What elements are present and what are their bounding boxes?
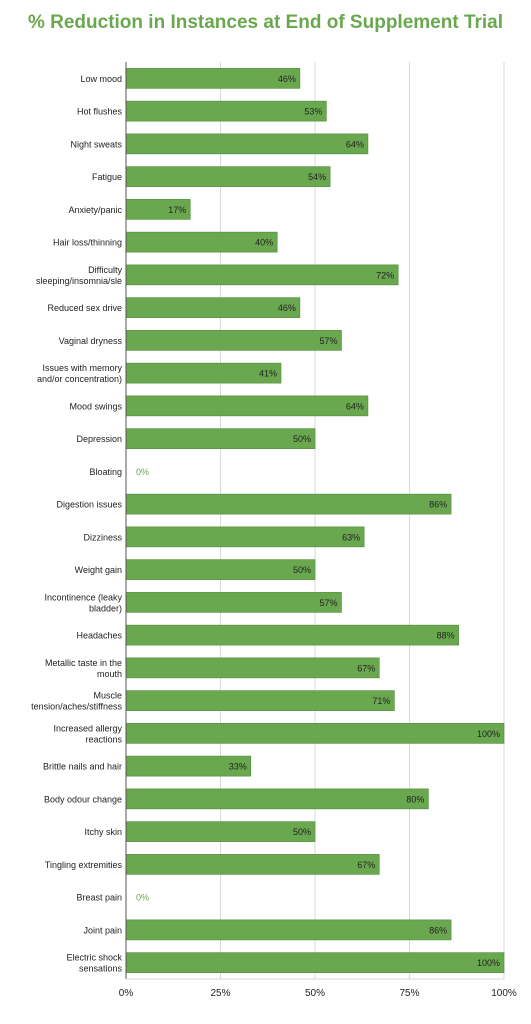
bar [125, 526, 365, 548]
data-label: 57% [319, 336, 337, 346]
category-label: Vaginal dryness [59, 336, 123, 346]
category-label: Headaches [76, 631, 122, 641]
x-tick-label: 25% [210, 988, 230, 999]
x-tick-label: 75% [399, 988, 419, 999]
chart-title: % Reduction in Instances at End of Suppl… [27, 12, 504, 33]
data-label: 88% [437, 631, 455, 641]
bar [125, 428, 316, 449]
bar [125, 690, 395, 711]
x-tick-label: 0% [119, 988, 134, 999]
category-label: reactions [85, 734, 122, 744]
category-label: Low mood [80, 74, 122, 84]
category-label: Hot flushes [77, 107, 123, 117]
category-label: Issues with memory [42, 363, 122, 373]
data-label: 63% [342, 532, 360, 542]
category-label: Difficulty [88, 265, 122, 275]
bar [125, 559, 316, 580]
bar [125, 166, 331, 187]
bar [125, 362, 282, 384]
data-label: 50% [293, 565, 311, 575]
data-label: 72% [376, 270, 394, 280]
bar [125, 330, 342, 351]
category-label: Itchy skin [84, 827, 122, 837]
category-label: Fatigue [92, 172, 122, 182]
category-label: Joint pain [83, 925, 122, 935]
data-label: 57% [319, 598, 337, 608]
data-label: 17% [168, 205, 186, 215]
bar [125, 723, 505, 744]
category-label: mouth [97, 669, 122, 679]
data-label: 64% [346, 401, 364, 411]
bar [125, 133, 369, 155]
category-label: Anxiety/panic [68, 205, 122, 215]
data-label: 80% [406, 794, 424, 804]
category-label: and/or concentration) [37, 374, 122, 384]
data-label: 46% [278, 74, 296, 84]
category-label: Incontinence (leaky [44, 592, 122, 602]
bar [125, 297, 301, 318]
bar [125, 788, 429, 810]
data-label: 53% [304, 107, 322, 117]
x-tick-label: 50% [305, 988, 325, 999]
category-label: Dizziness [83, 532, 122, 542]
category-label: Bloating [89, 467, 122, 477]
x-tick-label: 100% [491, 988, 517, 999]
data-label: 71% [372, 696, 390, 706]
bar [125, 264, 399, 286]
category-label: tension/aches/stiffness [31, 702, 122, 712]
category-label: Weight gain [75, 565, 122, 575]
category-label: Metallic taste in the [45, 658, 122, 668]
category-label: Depression [76, 434, 122, 444]
bar [125, 821, 316, 842]
category-label: Muscle [93, 691, 122, 701]
data-label: 100% [477, 958, 500, 968]
bar [125, 100, 327, 122]
category-label: Tingling extremities [45, 860, 123, 870]
data-label: 86% [429, 925, 447, 935]
bar [125, 657, 380, 679]
bar [125, 68, 301, 89]
data-label: 100% [477, 729, 500, 739]
bar [125, 854, 380, 875]
category-label: Body odour change [44, 794, 122, 804]
category-label: Mood swings [69, 401, 122, 411]
category-label: Electric shock [66, 953, 122, 963]
data-label: 33% [229, 762, 247, 772]
bar [125, 624, 459, 646]
category-label: Reduced sex drive [47, 303, 122, 313]
category-label: Increased allergy [53, 723, 122, 733]
category-label: Night sweats [70, 139, 122, 149]
data-label: 50% [293, 827, 311, 837]
data-label: 67% [357, 860, 375, 870]
bar [125, 395, 369, 417]
data-label: 40% [255, 238, 273, 248]
data-label: 64% [346, 139, 364, 149]
data-label: 0% [136, 893, 149, 903]
data-label: 46% [278, 303, 296, 313]
data-label: 41% [259, 369, 277, 379]
data-label: 67% [357, 663, 375, 673]
category-label: bladder) [89, 603, 122, 613]
category-label: Digestion issues [56, 500, 122, 510]
category-label: sleeping/insomnia/sle [36, 276, 122, 286]
category-label: sensations [79, 964, 123, 974]
data-label: 54% [308, 172, 326, 182]
data-label: 86% [429, 500, 447, 510]
bar [125, 952, 505, 973]
bar [125, 493, 452, 515]
bar [125, 592, 342, 613]
category-label: Brittle nails and hair [43, 762, 122, 772]
data-label: 0% [136, 467, 149, 477]
category-label: Hair loss/thinning [53, 238, 122, 248]
category-label: Breast pain [76, 893, 122, 903]
bar [125, 919, 452, 941]
data-label: 50% [293, 434, 311, 444]
